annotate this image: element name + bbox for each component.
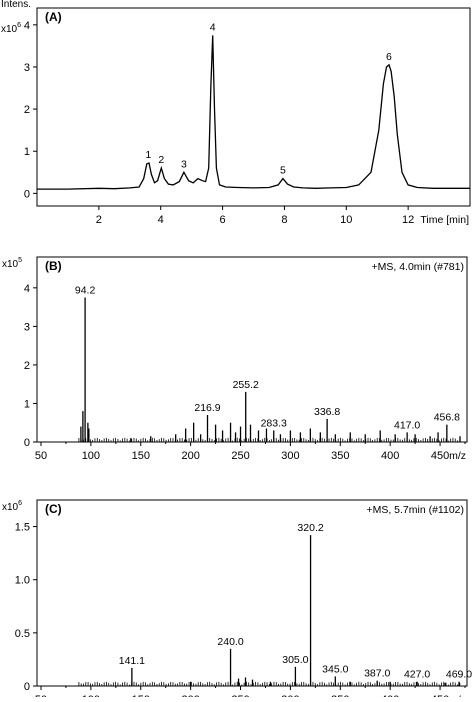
x-tick-label: 2 <box>96 214 102 226</box>
y-tick-label: 0 <box>24 681 30 693</box>
y-tick-label: 1.0 <box>15 575 30 587</box>
y-tick-label: 2 <box>24 104 30 116</box>
peak-mz-label: 345.0 <box>322 663 348 675</box>
peak-mz-label: 456.8 <box>434 412 460 424</box>
spectrum-header: +MS, 4.0min (#781) <box>371 261 464 273</box>
y-multiplier-base: x10 <box>2 502 19 513</box>
panel-label: (C) <box>45 502 62 516</box>
y-tick-label: 4 <box>24 283 30 295</box>
x-axis-label: m/z <box>449 450 466 462</box>
peak-mz-label: 320.2 <box>297 522 323 534</box>
y-tick-label: 3 <box>24 62 30 74</box>
x-tick-label: 150 <box>132 450 150 462</box>
y-multiplier-exponent: 6 <box>18 500 22 507</box>
x-tick-label: 200 <box>181 450 199 462</box>
y-multiplier-base: x10 <box>1 24 18 35</box>
x-tick-label: 12 <box>402 214 414 226</box>
peak-mz-label: 94.2 <box>75 284 96 296</box>
peak-mz-label: 216.9 <box>194 402 220 414</box>
peak-mz-label: 336.8 <box>314 406 340 418</box>
peak-mz-label: 141.1 <box>119 655 145 667</box>
panel-label: (A) <box>45 10 62 24</box>
plot-frame <box>36 7 471 207</box>
y-multiplier: x106 <box>2 500 22 513</box>
y-multiplier-exponent: 5 <box>18 257 22 264</box>
x-tick-label: 100 <box>82 450 100 462</box>
y-multiplier-base: x10 <box>2 259 19 270</box>
peak-mz-label: 427.0 <box>404 669 430 681</box>
peak-mz-label: 387.0 <box>364 668 390 680</box>
y-tick-label: 0 <box>24 437 30 449</box>
x-tick-label: 350 <box>331 450 349 462</box>
x-tick-label: 400 <box>381 450 399 462</box>
peak-mz-label: 417.0 <box>394 419 420 431</box>
x-tick-label: 4 <box>158 214 164 226</box>
x-axis-label: Time [min] <box>420 214 469 226</box>
peak-label: 5 <box>280 165 286 177</box>
x-tick-label: 10 <box>340 214 352 226</box>
y-tick-label: 1 <box>24 146 30 158</box>
y-multiplier-exponent: 6 <box>17 22 21 29</box>
x-tick-label: 250 <box>231 450 249 462</box>
y-tick-label: 0.5 <box>15 628 30 640</box>
peak-mz-label: 469.0 <box>446 669 472 681</box>
peak-mz-label: 255.2 <box>233 379 259 391</box>
x-tick-label: 8 <box>281 214 287 226</box>
peak-label: 6 <box>386 51 392 63</box>
panel-label: (B) <box>45 259 62 273</box>
x-tick-label: 300 <box>281 450 299 462</box>
y-tick-label: 1.5 <box>15 522 30 534</box>
y-tick-label: 3 <box>24 321 30 333</box>
y-multiplier: x106 <box>1 22 21 35</box>
y-tick-label: 1 <box>24 398 30 410</box>
peak-label: 3 <box>181 158 187 170</box>
y-tick-label: 4 <box>24 20 30 32</box>
x-tick-label: 450 <box>431 450 449 462</box>
peak-mz-label: 240.0 <box>217 636 243 648</box>
peak-label: 1 <box>145 149 151 161</box>
chromatogram-trace <box>37 35 470 190</box>
y-axis-label: Intens. <box>1 0 31 10</box>
plot-frame <box>36 499 468 687</box>
y-multiplier: x105 <box>2 257 22 270</box>
peak-mz-label: 305.0 <box>282 654 308 666</box>
peak-label: 4 <box>210 21 216 33</box>
spectrum-header: +MS, 5.7min (#1102) <box>366 504 464 516</box>
peak-mz-label: 283.3 <box>261 417 287 429</box>
peak-label: 2 <box>158 154 164 166</box>
plot-frame <box>36 256 468 443</box>
x-tick-label: 50 <box>35 450 47 462</box>
y-tick-label: 0 <box>24 188 30 200</box>
y-tick-label: 2 <box>24 360 30 372</box>
x-tick-label: 6 <box>220 214 226 226</box>
